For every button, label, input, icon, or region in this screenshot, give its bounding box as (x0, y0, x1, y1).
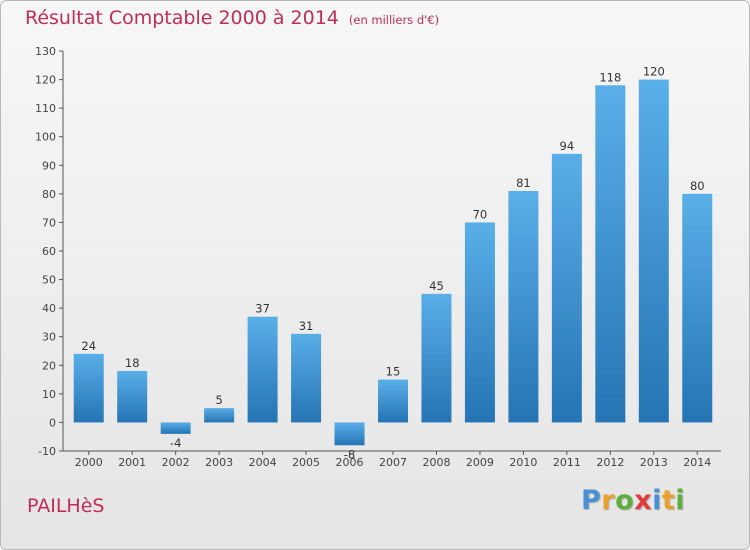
y-tick-label: 130 (35, 45, 56, 58)
logo-letter: P (581, 485, 602, 516)
y-tick-label: -10 (38, 445, 56, 458)
y-tick-label: 100 (35, 131, 56, 144)
x-tick-label: 2000 (75, 456, 103, 469)
logo-letter: x (634, 485, 653, 516)
x-tick-label: 2013 (640, 456, 668, 469)
x-tick-label: 2006 (336, 456, 364, 469)
logo-letter: r (601, 485, 616, 516)
data-label: 45 (429, 279, 444, 293)
bar (117, 371, 148, 423)
y-tick-label: 80 (42, 188, 56, 201)
data-label: 70 (473, 207, 488, 221)
bar (421, 293, 452, 423)
bar (595, 85, 626, 423)
y-tick-label: 0 (49, 416, 56, 429)
bar (160, 422, 191, 434)
x-tick-label: 2012 (596, 456, 624, 469)
bar (247, 316, 278, 423)
y-tick-label: 120 (35, 74, 56, 87)
y-tick-label: 60 (42, 245, 56, 258)
data-label: -4 (170, 436, 181, 450)
data-label: 80 (690, 179, 705, 193)
x-tick-label: 2014 (683, 456, 711, 469)
chart-subtitle: (en milliers d'€) (348, 13, 440, 27)
x-tick-label: 2010 (509, 456, 537, 469)
bar (334, 422, 365, 446)
y-tick-label: 20 (42, 359, 56, 372)
bar (508, 191, 539, 423)
bar (291, 333, 322, 423)
bar (204, 408, 235, 423)
y-tick-label: 30 (42, 331, 56, 344)
commune-name: PAILHèS (27, 495, 105, 517)
x-tick-label: 2007 (379, 456, 407, 469)
logo-letter: i (675, 485, 686, 516)
data-label: 120 (643, 65, 665, 79)
data-label: 18 (125, 356, 140, 370)
y-tick-label: 50 (42, 274, 56, 287)
data-label: 31 (299, 319, 314, 333)
y-tick-label: 90 (42, 159, 56, 172)
logo-letter: o (615, 485, 635, 516)
data-label: 118 (599, 70, 621, 84)
x-tick-label: 2005 (292, 456, 320, 469)
bar (378, 379, 408, 423)
y-tick-label: 10 (42, 388, 56, 401)
y-tick-label: 40 (42, 302, 56, 315)
bar (551, 153, 582, 423)
x-tick-label: 2002 (162, 456, 190, 469)
proxiti-logo: Proxiti (581, 485, 685, 516)
bar (464, 222, 495, 423)
logo-letter: i (652, 485, 662, 516)
y-tick-label: 70 (42, 216, 56, 229)
data-label: 5 (215, 393, 222, 407)
chart-title: Résultat Comptable 2000 à 2014 (25, 7, 339, 29)
data-label: 37 (255, 302, 270, 316)
x-tick-label: 2004 (249, 456, 277, 469)
logo-letter: t (661, 485, 676, 516)
bar (638, 79, 669, 423)
data-label: -8 (344, 447, 355, 461)
data-label: 15 (386, 365, 401, 379)
data-label: 94 (560, 139, 575, 153)
bar (682, 193, 713, 423)
bar (73, 353, 104, 423)
chart-title-block: Résultat Comptable 2000 à 2014 (en millie… (25, 7, 439, 29)
x-tick-label: 2003 (205, 456, 233, 469)
data-label: 81 (516, 176, 531, 190)
x-tick-label: 2008 (422, 456, 450, 469)
x-tick-label: 2009 (466, 456, 494, 469)
x-tick-label: 2001 (118, 456, 146, 469)
data-label: 24 (81, 339, 96, 353)
y-tick-label: 110 (35, 102, 56, 115)
x-tick-label: 2011 (553, 456, 581, 469)
